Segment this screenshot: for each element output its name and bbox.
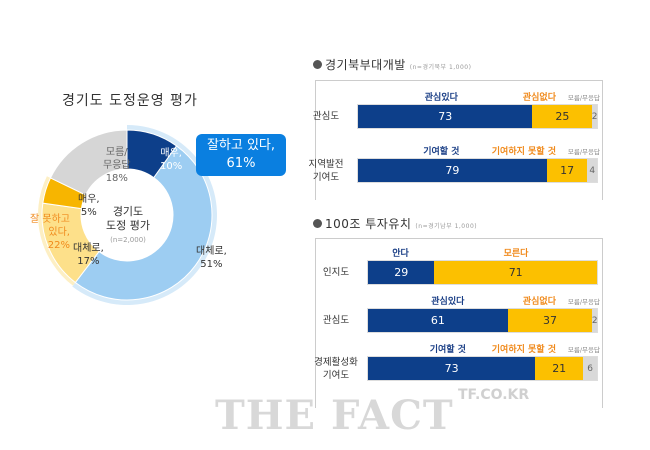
segment-header: 관심있다 [424, 93, 458, 103]
bar-segment: 61 [368, 309, 508, 332]
row-label: 지역발전 기여도 [308, 159, 344, 183]
segment-header: 안다 [392, 249, 409, 259]
segment-header: 관심없다 [522, 93, 556, 103]
bar-segment: 73 [368, 357, 536, 380]
segment-headers: 관심있다 관심없다 모름/무응답 [357, 90, 600, 103]
stacked-bar: 61 37 2 [367, 308, 598, 333]
donut-chart [38, 125, 218, 305]
watermark-url: TF.CO.KR [458, 387, 530, 403]
segment-header: 모름/무응답 [567, 94, 600, 102]
bar-segment: 17 [546, 159, 588, 182]
bad-group-ring [38, 176, 76, 286]
section-title-invest: 100조 투자유치 (n=경기남부 1,000) [313, 215, 477, 232]
bar-segment: 37 [507, 309, 593, 332]
donut-slice [49, 129, 128, 196]
stacked-bar: 73 21 6 [367, 356, 598, 381]
bar-segment: 21 [535, 357, 584, 380]
bar-segment: 6 [583, 357, 597, 380]
bar-segment: 29 [368, 261, 435, 284]
bar-segment: 2 [592, 105, 597, 128]
north-panel [315, 80, 603, 200]
bar-segment: 2 [592, 309, 598, 332]
row-label: 경제활성화 기여도 [314, 357, 358, 381]
segment-header: 모름/무응답 [567, 148, 600, 156]
segment-header: 기여하지 못할 것 [491, 345, 556, 355]
stacked-bar: 29 71 [367, 260, 598, 285]
bar-segment: 71 [434, 261, 597, 284]
slice-label-mostly-bad: 대체로, 17% [73, 243, 104, 267]
bullet-icon [313, 60, 322, 69]
stacked-bar: 73 25 2 [357, 104, 598, 129]
segment-headers: 안다 모른다 [367, 246, 598, 259]
segment-headers: 기여할 것 기여하지 못할 것 모름/무응답 [367, 342, 600, 355]
segment-header: 관심없다 [522, 297, 556, 307]
row-label: 관심도 [312, 111, 340, 122]
slice-label-very-bad: 매우, 5% [78, 194, 100, 218]
segment-headers: 기여할 것 기여하지 못할 것 모름/무응답 [357, 144, 600, 157]
segment-header: 기여할 것 [429, 345, 466, 355]
segment-header: 모른다 [503, 249, 529, 259]
invest-panel [315, 238, 603, 408]
segment-header: 모름/무응답 [567, 346, 600, 354]
bar-segment: 79 [358, 159, 547, 182]
row-label: 관심도 [322, 315, 350, 326]
donut-slice [74, 145, 213, 301]
slice-label-dont-know: 모름/무응답 18% [103, 147, 131, 184]
bullet-icon [313, 219, 322, 228]
slice-label-very-good: 매우, 10% [160, 148, 183, 172]
bar-segment: 73 [358, 105, 533, 128]
bad-total-label: 잘 못하고 있다, 22% [30, 214, 70, 251]
slice-label-mostly-good: 대체로, 51% [196, 246, 227, 270]
watermark-logo: THE FACT [215, 392, 454, 439]
segment-headers: 관심있다 관심없다 모름/무응답 [367, 294, 600, 307]
row-label: 인지도 [322, 267, 350, 278]
segment-header: 관심있다 [431, 297, 465, 307]
bar-segment: 4 [587, 159, 597, 182]
donut-title: 경기도 도정운영 평가 [62, 93, 198, 109]
section-title-north: 경기북부대개발 (n=경기북부 1,000) [313, 56, 471, 73]
segment-header: 기여하지 못할 것 [491, 147, 556, 157]
segment-header: 모름/무응답 [567, 298, 600, 306]
bar-segment: 25 [532, 105, 593, 128]
good-total-callout: 잘하고 있다, 61% [196, 134, 286, 176]
segment-header: 기여할 것 [423, 147, 460, 157]
stacked-bar: 79 17 4 [357, 158, 598, 183]
donut-center-label: 경기도 도정 평가 (n=2,000) [106, 205, 150, 244]
